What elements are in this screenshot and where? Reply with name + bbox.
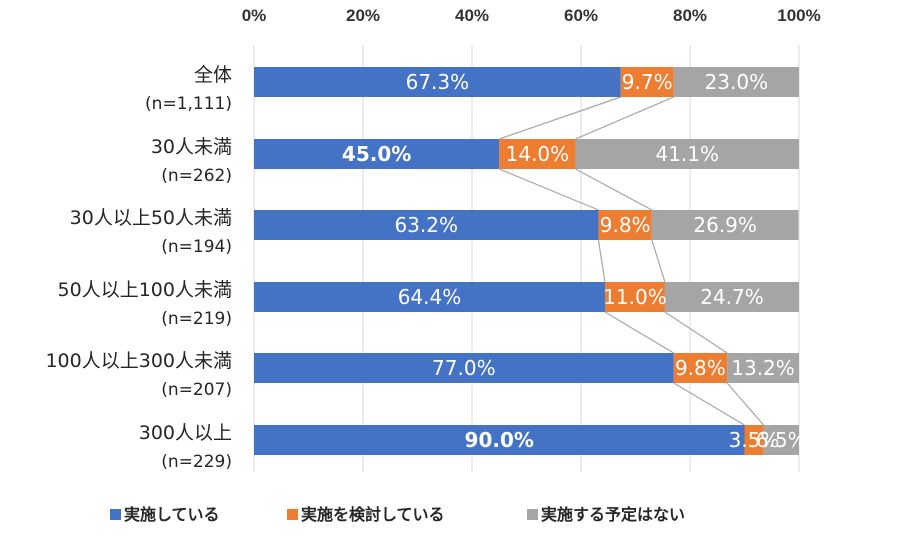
data-label: 23.0%: [705, 70, 769, 94]
category-label: 100人以上300人未満: [45, 350, 232, 372]
bar-segment: [727, 353, 799, 383]
x-tick-label: 20%: [346, 6, 380, 25]
x-tick-label: 60%: [564, 6, 598, 25]
series-line: [604, 311, 674, 354]
data-label: 6.5%: [756, 428, 807, 452]
series-line: [673, 382, 745, 426]
category-sample-size: (n=219): [161, 309, 232, 329]
bar-segment: [254, 425, 745, 455]
bar-segment: [651, 210, 799, 240]
series-line: [597, 239, 606, 283]
category-sample-size: (n=194): [161, 237, 232, 257]
data-label: 90.0%: [465, 428, 534, 452]
data-label: 63.2%: [394, 213, 458, 237]
data-label: 14.0%: [506, 142, 570, 166]
category-label: 30人未満: [151, 136, 232, 158]
bar-segment: [598, 210, 652, 240]
data-label: 13.2%: [731, 356, 795, 380]
legend-swatch: [287, 509, 298, 520]
data-label: 9.8%: [600, 213, 651, 237]
category-sample-size: (n=1,111): [145, 94, 232, 114]
data-label: 64.4%: [398, 285, 462, 309]
category-sample-size: (n=229): [161, 452, 232, 472]
data-label: 24.7%: [700, 285, 764, 309]
bar-segment: [575, 139, 799, 169]
category-label: 30人以上50人未満: [70, 207, 232, 229]
category-sample-size: (n=262): [161, 166, 232, 186]
x-tick-label: 100%: [777, 6, 820, 25]
bar-segment: [673, 67, 799, 97]
category-sample-size: (n=207): [161, 380, 232, 400]
bar-segment: [254, 139, 500, 169]
bar-segment: [604, 282, 665, 312]
data-label: 41.1%: [656, 142, 720, 166]
x-tick-label: 0%: [242, 6, 267, 25]
data-label: 77.0%: [432, 356, 496, 380]
bar-segment: [254, 67, 621, 97]
data-label: 3.5%: [729, 428, 780, 452]
series-line: [651, 239, 666, 283]
legend-label: 実施を検討している: [301, 505, 445, 524]
bar-segment: [763, 425, 799, 455]
series-line: [499, 168, 599, 211]
bar-segment: [254, 210, 599, 240]
legend-swatch: [110, 509, 121, 520]
series-line: [664, 311, 728, 354]
data-label: 9.8%: [675, 356, 726, 380]
category-label: 300人以上: [139, 422, 232, 444]
data-label: 26.9%: [693, 213, 757, 237]
bar-segment: [664, 282, 799, 312]
data-label: 67.3%: [406, 70, 470, 94]
bar-segment: [254, 353, 674, 383]
legend-swatch: [527, 509, 538, 520]
data-label: 45.0%: [342, 142, 411, 166]
series-line: [575, 96, 674, 140]
series-line: [726, 382, 765, 426]
bar-segment: [254, 282, 605, 312]
series-line: [575, 168, 653, 211]
bar-segment: [499, 139, 576, 169]
bar-segment: [673, 353, 728, 383]
category-label: 50人以上100人未満: [58, 279, 232, 301]
legend-label: 実施している: [124, 505, 220, 524]
data-label: 9.7%: [622, 70, 673, 94]
data-label: 11.0%: [603, 285, 667, 309]
bar-segment: [620, 67, 674, 97]
series-line: [499, 96, 621, 140]
category-label: 全体: [194, 64, 232, 86]
legend-label: 実施する予定はない: [541, 505, 685, 524]
x-tick-label: 40%: [455, 6, 489, 25]
x-tick-label: 80%: [673, 6, 707, 25]
bar-segment: [744, 425, 764, 455]
